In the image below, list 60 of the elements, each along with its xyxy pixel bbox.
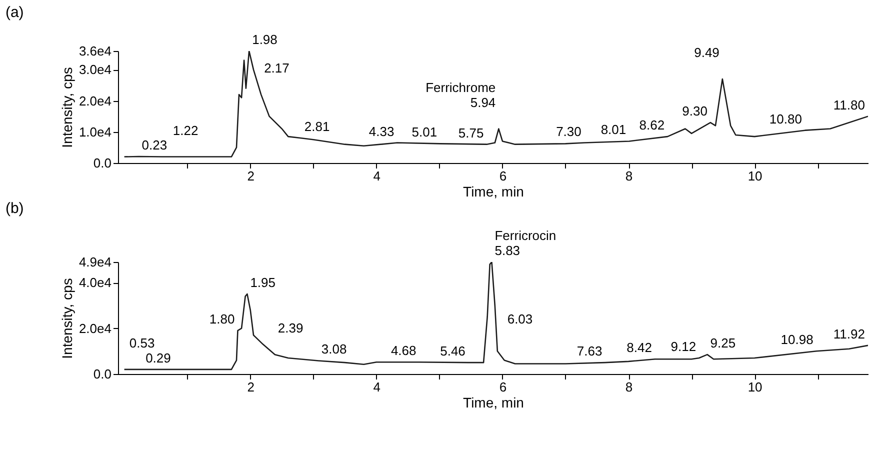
annotation: 5.46 [440, 344, 466, 359]
annotation: 2.81 [304, 119, 330, 134]
annotation: 0.23 [142, 137, 168, 152]
annotation: 2.39 [278, 320, 304, 336]
chart-title: (a) [5, 4, 24, 21]
annotation: 8.42 [626, 340, 652, 356]
y-tick-label: 0.0 [93, 156, 112, 170]
annotation: 4.68 [390, 343, 416, 358]
annotation: 8.01 [600, 122, 626, 138]
annotation: 9.12 [670, 339, 696, 354]
annotation: 11.80 [833, 97, 865, 112]
y-tick-label: 3.0e4 [78, 62, 112, 78]
annotation: 1.98 [252, 32, 278, 47]
annotation: 9.25 [710, 336, 736, 351]
x-tick-label: 2 [247, 168, 254, 184]
x-tick-label: 4 [373, 168, 381, 184]
x-tick-label: 8 [625, 168, 633, 184]
annotation: 4.33 [368, 124, 394, 139]
annotation: 8.62 [639, 118, 665, 133]
annotation: 10.98 [780, 332, 814, 348]
x-axis-title: Time, min [463, 184, 524, 200]
x-tick-label: 10 [748, 380, 762, 394]
annotation: 7.63 [576, 344, 602, 359]
annotation: 1.80 [209, 312, 235, 327]
annotation: 2.17 [264, 60, 290, 76]
annotation: 10.80 [769, 111, 802, 126]
y-tick-label: 3.6e4 [78, 44, 112, 58]
annotation: 9.30 [682, 104, 708, 119]
y-axis-title: Intensity, cps [58, 278, 75, 359]
annotation: 5.01 [412, 124, 438, 140]
y-tick-label: 2.0e4 [78, 320, 112, 336]
annotation: 0.53 [129, 335, 155, 350]
x-tick-label: 6 [499, 168, 507, 184]
annotation: Ferricrocin [494, 228, 556, 243]
annotation: 11.92 [833, 326, 865, 342]
y-tick-label: 2.0e4 [78, 93, 112, 108]
x-tick-label: 6 [499, 380, 507, 394]
annotation: 3.08 [321, 342, 347, 357]
x-tick-label: 2 [247, 380, 254, 394]
annotation: 9.49 [694, 45, 720, 60]
y-tick-label: 4.9e4 [78, 254, 112, 270]
annotation: Ferrichrome [426, 80, 496, 95]
annotation: 1.95 [250, 275, 276, 290]
annotation: 5.94 [470, 94, 496, 110]
y-tick-label: 4.0e4 [78, 275, 112, 290]
annotation: 7.30 [556, 124, 582, 139]
line-series [124, 262, 868, 370]
annotation: 1.22 [172, 122, 198, 138]
annotation: 0.29 [146, 350, 171, 366]
y-tick-label: 0.0 [93, 366, 112, 382]
x-tick-label: 10 [748, 168, 762, 184]
y-tick-label: 1.0e4 [78, 124, 112, 140]
x-tick-label: 4 [373, 380, 381, 394]
y-axis-title: Intensity, cps [58, 67, 75, 148]
x-axis-title: Time, min [463, 394, 524, 410]
annotation: 5.83 [494, 243, 520, 258]
x-tick-label: 8 [625, 380, 633, 394]
annotation: 6.03 [507, 311, 533, 326]
chart-title: (b) [5, 200, 24, 217]
annotation: 5.75 [458, 125, 484, 140]
